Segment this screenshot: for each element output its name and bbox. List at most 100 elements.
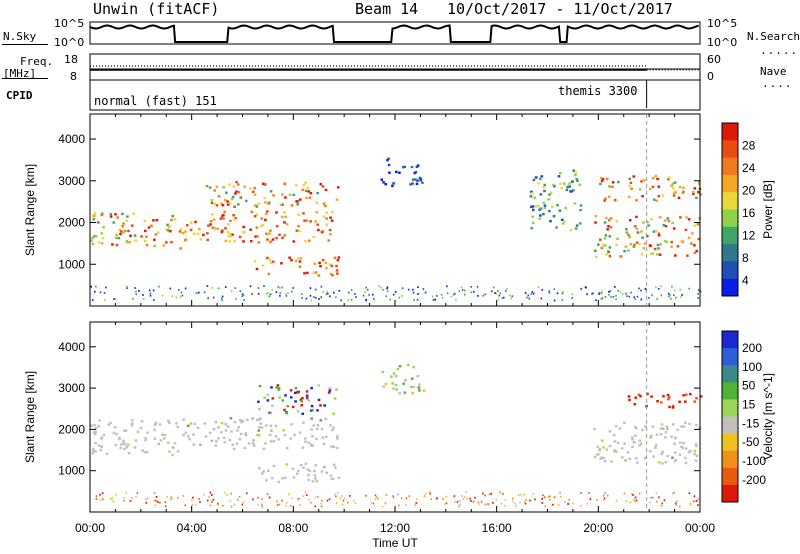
clutter-cell [393, 497, 395, 499]
data-cell [153, 423, 157, 427]
data-cell [222, 217, 225, 220]
data-cell [222, 186, 225, 189]
data-cell [642, 221, 645, 224]
clutter-cell [456, 500, 459, 503]
data-cell [625, 231, 629, 234]
clutter-cell [458, 505, 460, 508]
clutter-cell [372, 293, 374, 296]
data-cell [224, 422, 227, 426]
data-cell [616, 237, 619, 240]
data-cell [573, 202, 577, 205]
clutter-cell [291, 290, 293, 293]
data-cell [251, 442, 255, 445]
data-cell [304, 189, 308, 193]
clutter-cell [373, 298, 375, 301]
clutter-cell [325, 293, 328, 296]
clutter-cell [541, 497, 543, 500]
data-cell [260, 472, 264, 475]
clutter-cell [125, 491, 128, 494]
data-cell [320, 427, 324, 431]
data-cell [564, 206, 567, 210]
clutter-cell [322, 291, 324, 293]
clutter-cell [279, 292, 281, 294]
clutter-cell [95, 495, 98, 497]
data-cell [266, 393, 270, 397]
data-cell [126, 443, 130, 446]
clutter-cell [276, 504, 279, 506]
clutter-cell [634, 298, 637, 301]
data-cell [100, 212, 104, 215]
clutter-cell [153, 299, 155, 301]
clutter-cell [335, 502, 338, 505]
data-cell [534, 176, 538, 179]
clutter-cell [135, 495, 137, 498]
data-cell [146, 450, 149, 454]
data-cell [530, 227, 533, 230]
clutter-cell [625, 500, 628, 503]
clutter-cell [405, 504, 408, 506]
data-cell [329, 216, 332, 219]
data-cell [398, 171, 401, 174]
clutter-cell [490, 492, 493, 495]
colorbar-segment [722, 416, 738, 435]
data-cell [192, 433, 195, 436]
data-cell [568, 182, 571, 185]
clutter-cell [368, 294, 370, 296]
data-cell [127, 451, 131, 455]
data-cell [305, 390, 309, 393]
clutter-cell [355, 296, 357, 298]
clutter-cell [524, 502, 527, 505]
data-cell [217, 195, 221, 198]
data-cell [618, 427, 622, 430]
clutter-cell [370, 501, 373, 504]
clutter-cell [588, 492, 590, 494]
data-cell [241, 419, 245, 423]
data-cell [532, 178, 536, 182]
data-cell [334, 466, 337, 469]
data-cell [678, 453, 682, 456]
data-cell [307, 473, 310, 477]
clutter-cell [600, 298, 602, 300]
clutter-cell [477, 501, 480, 504]
ytick-label: 4000 [58, 132, 85, 146]
clutter-cell [501, 297, 504, 300]
clutter-cell [567, 503, 569, 505]
data-cell [252, 439, 255, 442]
data-cell [561, 222, 565, 225]
clutter-cell [517, 494, 520, 497]
data-cell [531, 205, 535, 208]
data-cell [283, 221, 286, 224]
clutter-cell [145, 498, 147, 501]
data-cell [572, 189, 575, 192]
data-cell [242, 225, 245, 229]
data-cell [659, 243, 662, 246]
colorbar-segment [722, 467, 738, 486]
data-cell [253, 260, 257, 263]
data-cell [579, 208, 582, 212]
colorbar-tick: 50 [742, 379, 756, 393]
data-cell [607, 195, 611, 198]
clutter-cell [342, 499, 345, 502]
data-cell [633, 243, 636, 246]
clutter-cell [184, 287, 187, 290]
data-cell [154, 233, 158, 236]
clutter-cell [525, 499, 527, 501]
clutter-cell [318, 298, 320, 300]
clutter-cell [502, 296, 505, 299]
data-cell [206, 232, 209, 235]
clutter-cell [142, 298, 145, 300]
data-cell [266, 399, 270, 402]
data-cell [655, 199, 659, 202]
data-cell [321, 258, 325, 262]
data-cell [655, 229, 658, 233]
data-cell [660, 401, 663, 404]
clutter-cell [224, 491, 226, 494]
data-cell [114, 443, 118, 447]
clutter-cell [589, 498, 592, 501]
clutter-cell [556, 292, 559, 295]
data-cell [415, 182, 419, 185]
data-cell [608, 246, 612, 249]
clutter-cell [217, 287, 220, 290]
data-cell [682, 441, 685, 445]
clutter-cell [220, 297, 223, 300]
